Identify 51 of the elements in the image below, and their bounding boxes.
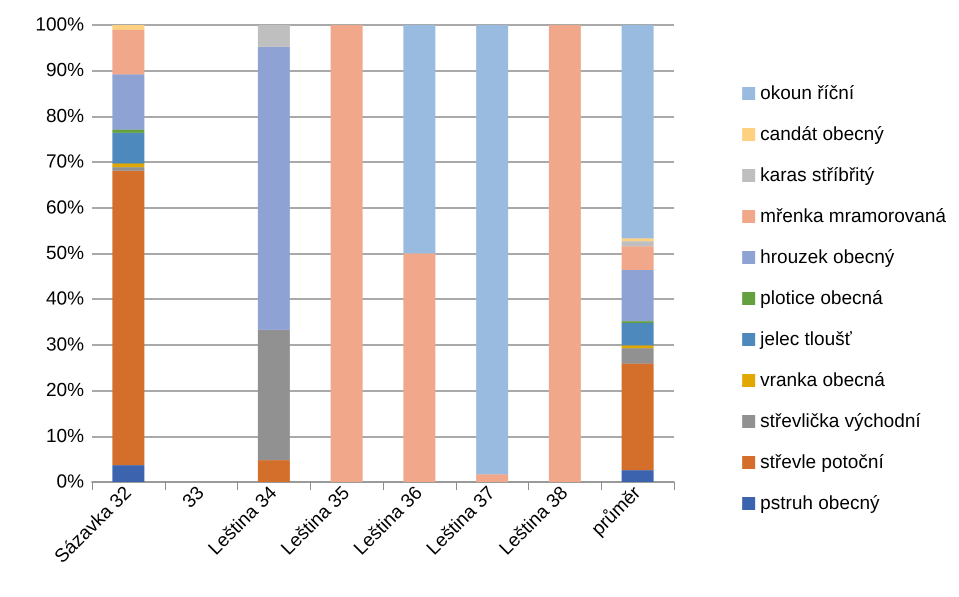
legend-label: střevlička východní bbox=[760, 411, 922, 432]
bar bbox=[112, 170, 144, 466]
y-tick-label: 40% bbox=[46, 288, 84, 310]
bar bbox=[622, 322, 654, 346]
legend-label: hrouzek obecný bbox=[760, 247, 895, 268]
bar bbox=[403, 25, 436, 254]
bar bbox=[112, 465, 144, 482]
legend-label: střevle potoční bbox=[760, 452, 884, 473]
bar bbox=[330, 25, 363, 482]
bar bbox=[258, 46, 290, 330]
bar bbox=[403, 254, 436, 482]
bar bbox=[112, 132, 144, 164]
y-tick-label: 90% bbox=[46, 60, 84, 82]
bar bbox=[622, 25, 654, 238]
y-tick-label: 70% bbox=[46, 152, 84, 173]
bar bbox=[112, 74, 144, 130]
bar bbox=[548, 25, 581, 482]
bar bbox=[622, 246, 654, 270]
bar bbox=[258, 25, 290, 47]
x-tick-label: 33 bbox=[178, 482, 209, 512]
bar bbox=[622, 364, 654, 470]
bar bbox=[622, 270, 654, 322]
legend-label: mřenka mramorovaná bbox=[760, 206, 946, 227]
legend-label: vranka obecná bbox=[760, 370, 886, 391]
bar bbox=[622, 345, 654, 348]
bar bbox=[622, 470, 654, 482]
y-tick-label: 0% bbox=[56, 472, 84, 492]
legend-label: okoun říční bbox=[760, 83, 855, 104]
bar bbox=[112, 30, 144, 74]
legend-label: karas stříbřitý bbox=[760, 165, 875, 186]
y-tick-label: 80% bbox=[46, 106, 84, 127]
bar bbox=[622, 348, 654, 364]
bar bbox=[258, 460, 290, 482]
y-tick-label: 20% bbox=[46, 380, 84, 402]
y-tick-label: 50% bbox=[46, 243, 84, 264]
bar bbox=[112, 25, 144, 30]
y-tick-label: 100% bbox=[35, 14, 84, 36]
y-tick-label: 10% bbox=[46, 426, 84, 447]
bar bbox=[476, 25, 508, 474]
bar bbox=[112, 167, 144, 171]
bar bbox=[112, 163, 144, 168]
legend-label: pstruh obecný bbox=[760, 493, 880, 514]
legend-label: plotice obecná bbox=[760, 288, 884, 309]
bar bbox=[476, 474, 508, 482]
legend-label: candát obecný bbox=[760, 124, 884, 145]
y-tick-label: 60% bbox=[46, 197, 84, 218]
bar bbox=[622, 238, 654, 242]
bar bbox=[622, 241, 654, 246]
bar bbox=[112, 130, 144, 133]
legend-label: jelec tloušť bbox=[759, 329, 853, 350]
y-tick-label: 30% bbox=[46, 334, 84, 356]
